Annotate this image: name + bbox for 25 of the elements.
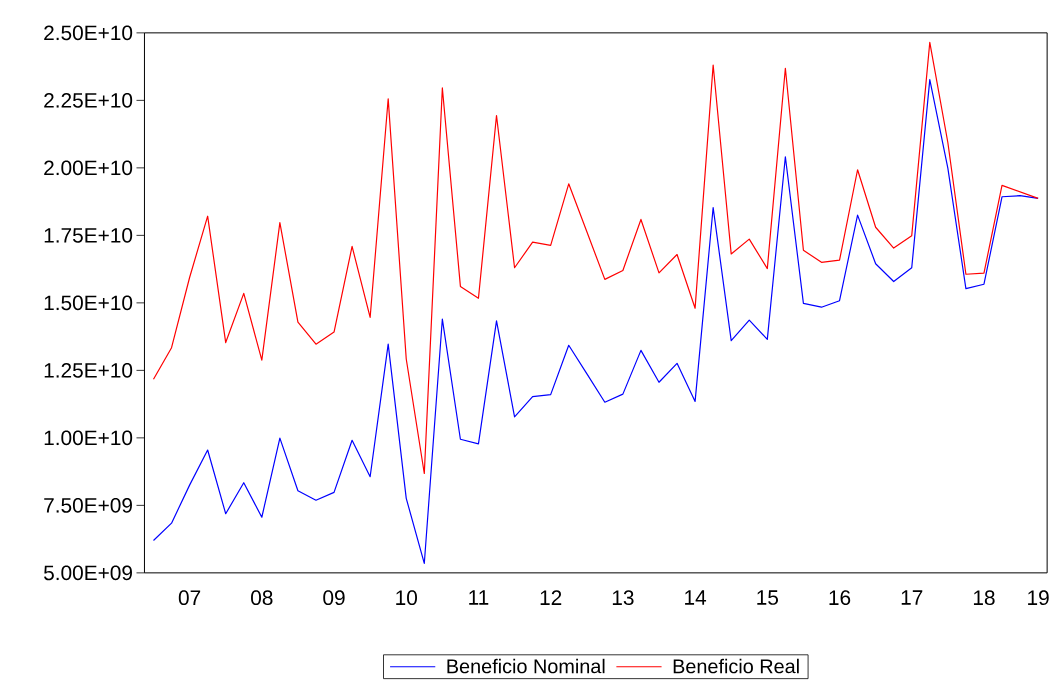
x-tick-label: 12	[540, 590, 562, 605]
y-tick-label: 1.25E+10	[44, 362, 133, 378]
x-tick-label: 09	[323, 590, 345, 605]
y-tick-label: 2.00E+10	[44, 160, 133, 176]
x-tick-label: 16	[829, 590, 851, 605]
y-tick-label: 2.50E+10	[44, 25, 133, 41]
x-tick-label: 18	[973, 590, 995, 605]
x-tick-label: 19	[1028, 590, 1049, 605]
x-tick-label: 07	[178, 590, 201, 605]
x-tick-label: 11	[469, 590, 489, 605]
x-tick-label: 15	[757, 590, 779, 605]
y-tick-label: 7.50E+09	[44, 497, 132, 513]
x-tick-label: 08	[251, 590, 273, 605]
x-tick-label: 17	[901, 590, 923, 605]
y-tick-label: 1.50E+10	[44, 295, 133, 311]
y-tick-label: 5.00E+09	[44, 565, 132, 581]
y-tick-label: 1.75E+10	[44, 227, 133, 243]
legend-label: Beneficio Real	[673, 658, 799, 674]
line-series	[152, 78, 1039, 564]
x-tick-label: 10	[396, 590, 418, 605]
y-tick-label: 2.25E+10	[44, 92, 133, 108]
y-tick-label: 1.00E+10	[44, 430, 133, 446]
x-tick-label: 14	[685, 590, 707, 605]
x-tick-label: 13	[612, 590, 634, 605]
legend-label: Beneficio Nominal	[447, 658, 605, 674]
